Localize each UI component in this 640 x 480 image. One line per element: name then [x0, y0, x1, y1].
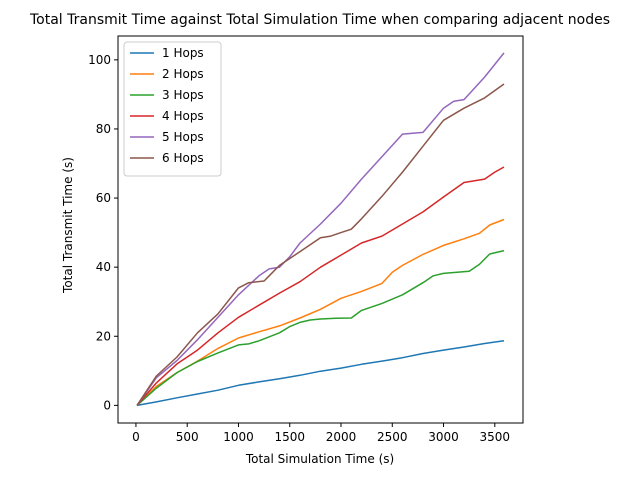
x-axis-label: Total Simulation Time (s)	[245, 452, 394, 466]
legend-label-4-hops: 4 Hops	[162, 109, 204, 123]
x-axis: 0 500 1000 1500 2000 2500 3000 3500	[132, 423, 510, 444]
x-tick-label: 0	[132, 430, 140, 444]
legend-label-5-hops: 5 Hops	[162, 130, 204, 144]
plot-frame	[117, 35, 524, 424]
y-tick-label: 20	[96, 329, 111, 343]
y-axis-label: Total Transmit Time (s)	[61, 157, 75, 294]
y-tick-label: 0	[103, 398, 111, 412]
series-line-6-hops	[136, 83, 505, 406]
y-tick-label: 80	[96, 122, 111, 136]
legend-label-6-hops: 6 Hops	[162, 151, 204, 165]
x-tick-label: 1000	[223, 430, 254, 444]
legend-label-2-hops: 2 Hops	[162, 67, 204, 81]
legend: 1 Hops 2 Hops 3 Hops 4 Hops 5 Hops 6 Hops	[123, 41, 222, 177]
x-tick-label: 500	[176, 430, 199, 444]
series-line-2-hops	[136, 218, 505, 406]
y-axis: 0 20 40 60 80 100	[88, 53, 118, 412]
legend-box	[123, 41, 222, 177]
chart-title: Total Transmit Time against Total Simula…	[29, 12, 610, 28]
x-tick-label: 3000	[428, 430, 459, 444]
plot-area	[117, 35, 524, 424]
x-tick-label: 1500	[274, 430, 305, 444]
series-line-1-hops	[136, 340, 505, 407]
x-tick-label: 3500	[480, 430, 511, 444]
series-line-5-hops	[136, 52, 505, 406]
x-tick-label: 2000	[326, 430, 357, 444]
x-tick-label: 2500	[377, 430, 408, 444]
y-tick-label: 100	[88, 53, 111, 67]
series-line-3-hops	[136, 249, 505, 406]
legend-label-1-hops: 1 Hops	[162, 46, 204, 60]
y-tick-label: 60	[96, 191, 111, 205]
legend-label-3-hops: 3 Hops	[162, 88, 204, 102]
series-line-4-hops	[136, 166, 505, 406]
y-tick-label: 40	[96, 260, 111, 274]
